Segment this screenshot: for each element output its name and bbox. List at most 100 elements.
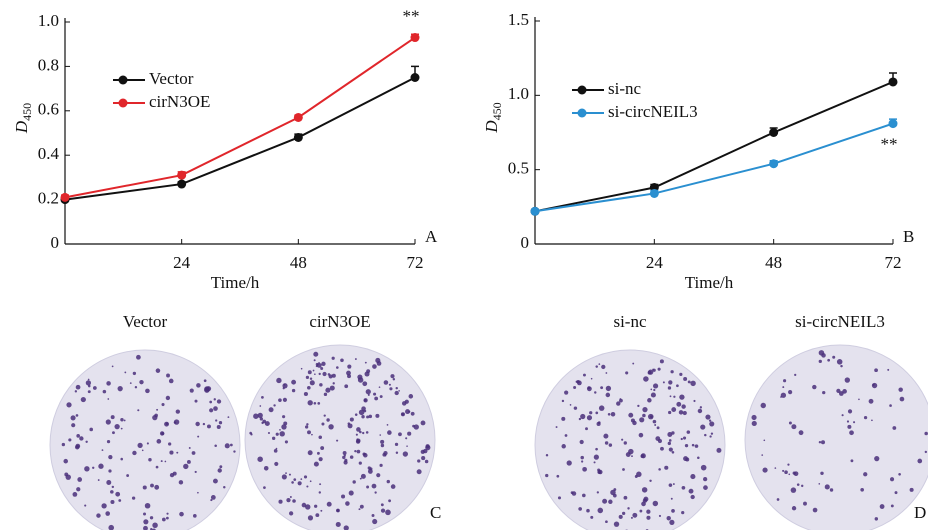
colony — [352, 480, 356, 484]
colony — [847, 409, 853, 414]
colony — [672, 483, 675, 485]
colony — [84, 504, 87, 507]
colony — [871, 382, 878, 389]
colony — [681, 510, 685, 515]
colony — [355, 433, 358, 436]
x-axis-label: Time/h — [211, 273, 260, 292]
colony — [666, 516, 671, 521]
colony — [639, 417, 645, 423]
colony — [344, 458, 348, 462]
colony — [762, 467, 768, 473]
colony — [654, 424, 657, 426]
colony — [818, 483, 821, 485]
colony — [321, 422, 325, 426]
colony — [320, 446, 325, 450]
colony — [166, 516, 169, 520]
data-point — [410, 33, 420, 43]
colony — [671, 450, 675, 454]
colony — [312, 369, 315, 372]
colony — [137, 409, 140, 412]
data-point — [177, 170, 187, 180]
colony — [172, 471, 177, 476]
colony — [378, 386, 381, 388]
colony — [368, 414, 373, 419]
colony — [210, 495, 216, 500]
colony — [751, 414, 757, 421]
colony — [686, 430, 691, 434]
colony — [305, 375, 310, 379]
culture-plate — [534, 349, 726, 530]
data-point — [60, 192, 70, 202]
colony — [259, 417, 264, 421]
colony — [398, 390, 400, 392]
y-tick-label: 1.0 — [38, 11, 59, 30]
colony — [110, 490, 114, 494]
legend-label: si-nc — [608, 79, 642, 98]
x-tick-label: 72 — [407, 253, 424, 272]
colony — [118, 499, 122, 502]
colony — [705, 414, 711, 420]
colony — [801, 484, 804, 488]
colony — [639, 509, 643, 513]
colony — [106, 480, 112, 485]
y-axis-label: D450 — [482, 102, 504, 133]
colony — [145, 388, 150, 394]
colony — [329, 385, 335, 391]
colony — [323, 414, 326, 417]
colony — [555, 426, 558, 429]
colony — [388, 499, 392, 503]
colony — [213, 406, 218, 411]
colony — [423, 448, 428, 454]
x-tick-label: 24 — [646, 253, 664, 272]
colony — [561, 416, 566, 421]
data-point — [293, 132, 303, 142]
colony — [821, 353, 826, 358]
y-tick-label: 0 — [51, 233, 60, 252]
colony — [275, 432, 279, 436]
legend-marker — [118, 75, 128, 85]
colony — [164, 460, 167, 463]
colony — [108, 524, 115, 530]
colony — [183, 463, 189, 470]
colony — [669, 395, 672, 398]
colony — [261, 421, 264, 425]
colony — [600, 386, 604, 390]
colony — [818, 441, 822, 444]
colony — [227, 416, 230, 419]
colony — [420, 420, 426, 426]
colony — [120, 457, 123, 461]
colony — [630, 516, 633, 519]
colony — [355, 439, 361, 444]
colony — [818, 359, 822, 364]
colony — [203, 379, 207, 383]
colony — [102, 389, 107, 394]
panel-label: B — [903, 227, 914, 246]
colony — [108, 469, 112, 473]
colony — [306, 423, 309, 426]
colony — [156, 439, 162, 444]
colony — [323, 392, 328, 397]
colony — [389, 387, 393, 391]
colony — [580, 413, 586, 420]
colony — [297, 481, 302, 486]
colony — [326, 418, 330, 422]
colony — [278, 398, 282, 402]
colony — [347, 374, 352, 379]
colony — [380, 443, 385, 448]
colony — [652, 383, 659, 389]
colony — [318, 372, 321, 376]
colony — [668, 483, 673, 487]
colony — [71, 423, 76, 428]
colony — [129, 382, 132, 384]
colony — [259, 405, 262, 407]
panel-label: D — [914, 503, 926, 522]
colony — [318, 457, 323, 462]
colony — [680, 437, 683, 441]
colony — [761, 454, 764, 456]
colony — [313, 461, 319, 467]
colony — [92, 466, 95, 469]
colony — [291, 379, 297, 385]
colony — [636, 471, 642, 478]
colony — [264, 421, 270, 427]
colony — [812, 384, 817, 390]
